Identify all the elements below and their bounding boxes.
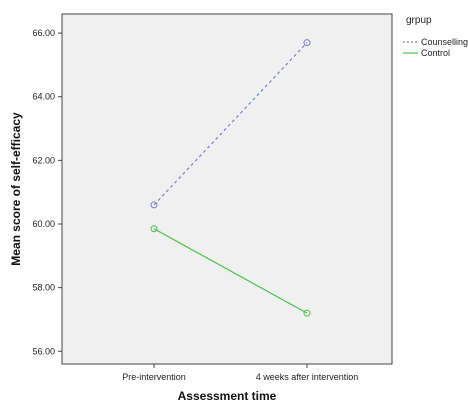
x-tick-label: 4 weeks after intervention <box>256 372 359 382</box>
data-point-counselling <box>150 201 158 209</box>
legend-label-counselling: Counselling <box>421 37 468 47</box>
y-tick-label: 56.00 <box>32 346 55 356</box>
y-tick-label: 58.00 <box>32 283 55 293</box>
y-axis-title: Mean score of self-efficacy <box>9 112 23 266</box>
y-tick-label: 60.00 <box>32 219 55 229</box>
x-axis-title: Assessment time <box>178 389 277 403</box>
x-tick-label: Pre-intervention <box>122 372 186 382</box>
series-layer <box>150 39 311 317</box>
legend-title: grpup <box>406 15 432 26</box>
y-tick-label: 62.00 <box>32 155 55 165</box>
y-axis-ticks: 56.00 58.00 60.00 62.00 64.00 66.00 <box>32 28 62 356</box>
y-tick-label: 66.00 <box>32 28 55 38</box>
data-point-counselling <box>303 39 311 47</box>
legend-label-control: Control <box>421 48 450 58</box>
y-tick-label: 64.00 <box>32 92 55 102</box>
plot-area <box>61 13 393 365</box>
x-axis-ticks: Pre-intervention 4 weeks after interventi… <box>122 364 358 382</box>
data-point-control <box>303 309 311 317</box>
data-point-control <box>150 225 158 233</box>
series-line-control <box>153 228 308 314</box>
series-line-counselling <box>153 42 308 206</box>
